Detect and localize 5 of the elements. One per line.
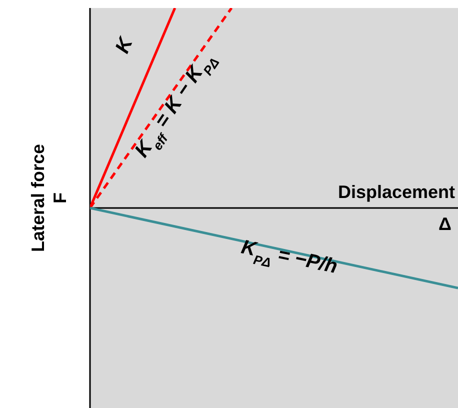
text: K (112, 33, 138, 57)
y-axis-title: Lateral force F (27, 142, 71, 254)
x-axis-title: Displacement (338, 182, 456, 202)
text: K$_{PΔ}$ = −P/h (239, 236, 340, 278)
annotation: Δ (438, 214, 452, 234)
